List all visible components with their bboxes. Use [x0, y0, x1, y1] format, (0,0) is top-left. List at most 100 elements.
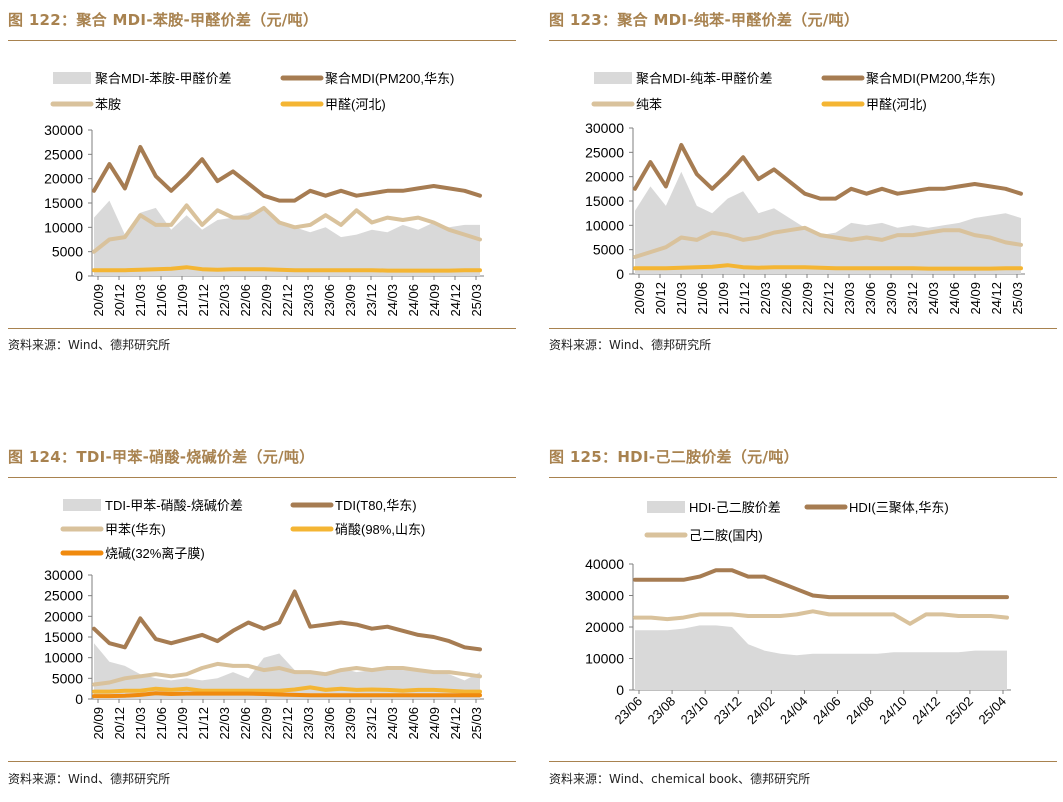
- chart-mdi-aniline-formaldehyde: 聚合MDI-苯胺-甲醛价差 聚合MDI(PM200,华东) 苯胺 甲醛(河北) 0 500…: [44, 71, 484, 317]
- legend-label-3: 甲醛(河北): [325, 97, 386, 112]
- source-divider: [8, 761, 516, 762]
- chart-panel-mdi-aniline: 图 122：聚合 MDI-苯胺-甲醛价差（元/吨） 聚合MDI-苯胺-甲醛价差聚…: [8, 8, 516, 353]
- x-tick-label-2: 21/03: [133, 284, 148, 317]
- y-tick-label-2: 10000: [44, 219, 83, 235]
- title-divider: [8, 40, 516, 41]
- x-tick-label-9: 24/12: [909, 694, 943, 728]
- chart-panel-mdi-benzene: 图 123：聚合 MDI-纯苯-甲醛价差（元/吨） 聚合MDI-纯苯-甲醛价差 聚…: [549, 8, 1057, 353]
- legend-label-1: 聚合MDI(PM200,华东): [325, 71, 454, 86]
- legend-label-0: 聚合MDI-纯苯-甲醛价差: [636, 71, 773, 86]
- x-tick-label-0: 23/06: [612, 694, 646, 728]
- x-tick-label-2: 21/03: [674, 282, 689, 315]
- title-divider: [8, 477, 516, 478]
- x-tick-label-10: 23/03: [842, 282, 857, 315]
- series-line-1: [92, 589, 482, 652]
- legend-label-2: 纯苯: [636, 97, 662, 112]
- chart-source: 资料来源：Wind、德邦研究所: [549, 338, 712, 352]
- x-tick-label-1: 20/12: [112, 707, 127, 740]
- x-tick-label-2: 21/03: [133, 707, 148, 740]
- x-tick-label-9: 22/12: [821, 282, 836, 315]
- chart-hdi-hexamethylenediamine: HDI-己二胺价差 HDI(三聚体,华东) 己二胺(国内) 0 10000 20000 30…: [585, 500, 1011, 728]
- x-tick-label-13: 23/12: [364, 284, 379, 317]
- x-tick-label-14: 24/03: [926, 282, 941, 315]
- x-tick-label-17: 24/12: [448, 707, 463, 740]
- y-tick-label-5: 25000: [44, 588, 83, 604]
- series-line-3: [92, 685, 482, 694]
- x-tick-label-4: 21/09: [175, 707, 190, 740]
- x-tick-label-0: 20/09: [91, 707, 106, 740]
- source-divider: [549, 328, 1057, 329]
- chart-tdi-toluene-nitric-caustic: TDI-甲苯-硝酸-烧碱价差 TDI(T80,华东) 甲苯(华东) 硝酸(98%,山东…: [44, 498, 484, 740]
- x-tick-label-12: 23/09: [343, 284, 358, 317]
- x-tick-label-8: 24/10: [876, 694, 910, 728]
- legend-label-2: 甲苯(华东): [105, 522, 166, 537]
- series-line-1: [92, 145, 482, 203]
- x-tick-label-12: 23/09: [343, 707, 358, 740]
- x-tick-label-0: 20/09: [632, 282, 647, 315]
- source-divider: [549, 761, 1057, 762]
- x-tick-label-14: 24/03: [385, 284, 400, 317]
- x-tick-label-5: 21/12: [196, 707, 211, 740]
- x-tick-label-8: 22/09: [259, 284, 274, 317]
- y-tick-label-0: 0: [616, 682, 624, 698]
- y-tick-label-6: 30000: [44, 567, 83, 583]
- x-tick-label-2: 23/10: [678, 694, 712, 728]
- x-tick-label-7: 22/06: [238, 284, 253, 317]
- chart-mdi-benzene-formaldehyde: 聚合MDI-纯苯-甲醛价差 聚合MDI(PM200,华东) 纯苯 甲醛(河北) 0 500…: [585, 71, 1025, 315]
- x-tick-label-16: 24/09: [968, 282, 983, 315]
- legend-label-3: 甲醛(河北): [866, 97, 927, 112]
- chart-source: 资料来源：Wind、chemical book、德邦研究所: [549, 772, 811, 786]
- chart-panel-hdi: 图 125：HDI-己二胺价差（元/吨） HDI-己二胺价差 HDI(三聚体,华东…: [549, 445, 1057, 795]
- x-tick-label-11: 23/06: [322, 284, 337, 317]
- x-tick-label-13: 23/12: [364, 707, 379, 740]
- y-tick-label-0: 0: [75, 691, 83, 707]
- legend-swatch-0: [53, 72, 91, 84]
- y-tick-label-0: 0: [75, 268, 83, 284]
- y-tick-label-4: 40000: [585, 556, 624, 572]
- series-line-3: [92, 265, 482, 273]
- y-tick-label-6: 30000: [585, 120, 624, 136]
- y-tick-label-1: 5000: [52, 670, 83, 686]
- chart-title: 图 125：HDI-己二胺价差（元/吨）: [549, 448, 799, 466]
- series-line-2: [633, 225, 1023, 259]
- x-tick-label-3: 21/06: [695, 282, 710, 315]
- x-tick-label-5: 24/04: [777, 694, 811, 728]
- x-tick-label-14: 24/03: [385, 707, 400, 740]
- x-tick-label-6: 24/06: [810, 694, 844, 728]
- legend-label-3: 硝酸(98%,山东): [335, 522, 425, 537]
- series-line-1: [633, 143, 1023, 201]
- legend-swatch-0: [63, 499, 101, 511]
- x-tick-label-6: 22/03: [758, 282, 773, 315]
- x-tick-label-9: 22/12: [280, 707, 295, 740]
- chart-title: 图 123：聚合 MDI-纯苯-甲醛价差（元/吨）: [549, 11, 860, 29]
- x-tick-label-3: 23/12: [711, 694, 745, 728]
- x-tick-label-6: 22/03: [217, 707, 232, 740]
- series-line-2: [92, 203, 482, 254]
- x-tick-label-0: 20/09: [91, 284, 106, 317]
- series-line-2: [633, 609, 1009, 626]
- source-divider: [8, 328, 516, 329]
- y-tick-label-2: 10000: [44, 650, 83, 666]
- legend-label-0: TDI-甲苯-硝酸-烧碱价差: [105, 498, 243, 513]
- x-tick-label-1: 20/12: [653, 282, 668, 315]
- x-tick-label-15: 24/06: [947, 282, 962, 315]
- x-tick-label-4: 21/09: [716, 282, 731, 315]
- x-tick-label-13: 23/12: [905, 282, 920, 315]
- series-line-2: [92, 661, 482, 687]
- series-line-1: [633, 568, 1009, 600]
- series-line-4: [92, 691, 482, 699]
- legend-label-0: 聚合MDI-苯胺-甲醛价差: [95, 71, 232, 86]
- x-tick-label-7: 22/06: [779, 282, 794, 315]
- x-tick-label-7: 22/06: [238, 707, 253, 740]
- series-area-0: [635, 171, 1021, 274]
- legend-label-4: 烧碱(32%离子膜): [105, 546, 205, 561]
- x-tick-label-1: 20/12: [112, 284, 127, 317]
- legend-label-1: TDI(T80,华东): [335, 498, 417, 513]
- x-tick-label-8: 22/09: [800, 282, 815, 315]
- y-tick-label-4: 20000: [44, 608, 83, 624]
- title-divider: [549, 477, 1057, 478]
- legend-label-1: 聚合MDI(PM200,华东): [866, 71, 995, 86]
- series-line-3: [633, 263, 1023, 271]
- legend-label-2: 苯胺: [95, 97, 121, 112]
- y-tick-label-3: 30000: [585, 588, 624, 604]
